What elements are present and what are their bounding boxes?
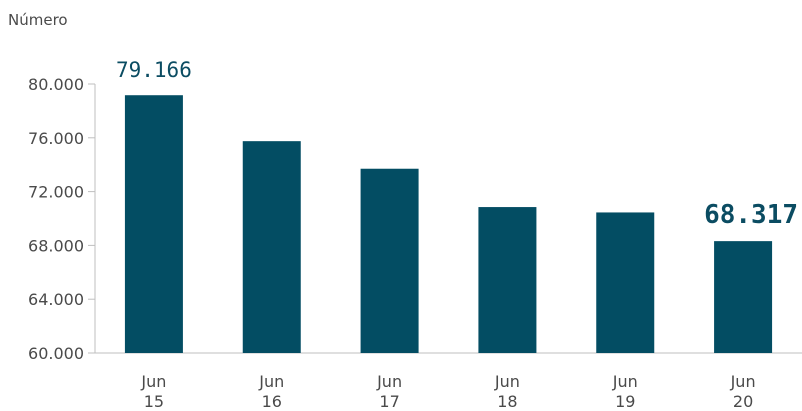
y-tick-label: 64.000 bbox=[28, 290, 84, 309]
x-tick-label-year: 16 bbox=[262, 392, 282, 411]
x-tick-label-year: 18 bbox=[497, 392, 517, 411]
x-tick-label-month: Jun bbox=[376, 372, 402, 391]
y-tick-label: 80.000 bbox=[28, 75, 84, 94]
x-tick-label-month: Jun bbox=[730, 372, 756, 391]
data-label: 79.166 bbox=[116, 58, 192, 82]
x-tick-label-year: 19 bbox=[615, 392, 635, 411]
data-label: 68.317 bbox=[704, 200, 798, 230]
x-tick-label-year: 15 bbox=[144, 392, 164, 411]
x-tick-label-month: Jun bbox=[494, 372, 520, 391]
y-axis-title: Número bbox=[8, 11, 68, 29]
x-tick-label-month: Jun bbox=[258, 372, 284, 391]
x-tick-label-month: Jun bbox=[612, 372, 638, 391]
bar bbox=[242, 141, 301, 353]
y-axis: 60.000 64.000 68.000 72.000 76.000 80.000 bbox=[28, 75, 95, 363]
y-tick-label: 76.000 bbox=[28, 129, 84, 148]
y-tick-label: 72.000 bbox=[28, 183, 84, 202]
y-tick-label: 60.000 bbox=[28, 344, 84, 363]
bar bbox=[360, 168, 419, 353]
bar bbox=[478, 207, 537, 353]
x-tick-label-year: 17 bbox=[379, 392, 399, 411]
y-tick-label: 68.000 bbox=[28, 236, 84, 255]
x-tick-label-month: Jun bbox=[140, 372, 166, 391]
bar bbox=[596, 212, 655, 353]
bar bbox=[714, 241, 773, 353]
bar bbox=[124, 95, 183, 354]
x-tick-label-year: 20 bbox=[733, 392, 753, 411]
data-labels-group: 79.166 68.317 bbox=[116, 58, 798, 230]
bars-group bbox=[124, 95, 773, 354]
